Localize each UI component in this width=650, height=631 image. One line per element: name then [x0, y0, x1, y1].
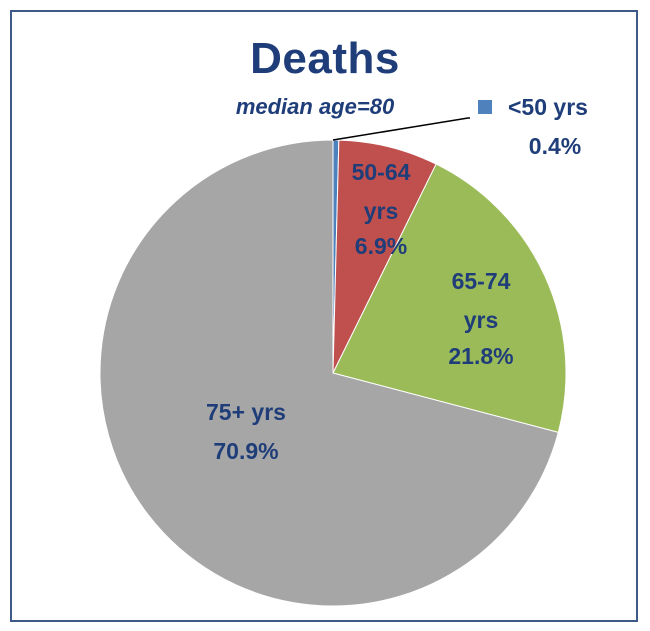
slice-label-lt50-name: <50 yrs [508, 94, 588, 120]
slice-label-50-64-value: 6.9% [355, 233, 407, 259]
pie-slices [99, 139, 567, 607]
slice-label-65-74-value: 21.8% [448, 343, 513, 369]
slice-label-75plus-value: 70.9% [213, 438, 278, 464]
legend-swatch-lt50 [478, 100, 492, 114]
slice-label-lt50-value: 0.4% [529, 133, 581, 159]
slice-label-65-74-range: 65-74 [452, 268, 511, 294]
pie-slice-75plus [99, 139, 559, 607]
leader-line [332, 117, 470, 141]
slice-label-75plus-name: 75+ yrs [206, 399, 286, 425]
slice-label-65-74-unit: yrs [464, 307, 499, 333]
chart-subtitle: median age=80 [235, 94, 395, 119]
slice-label-50-64-range: 50-64 [352, 159, 411, 185]
pie-slice-65-74 [332, 163, 567, 433]
chart-title: Deaths [250, 34, 400, 83]
slice-label-50-64-unit: yrs [364, 198, 399, 224]
